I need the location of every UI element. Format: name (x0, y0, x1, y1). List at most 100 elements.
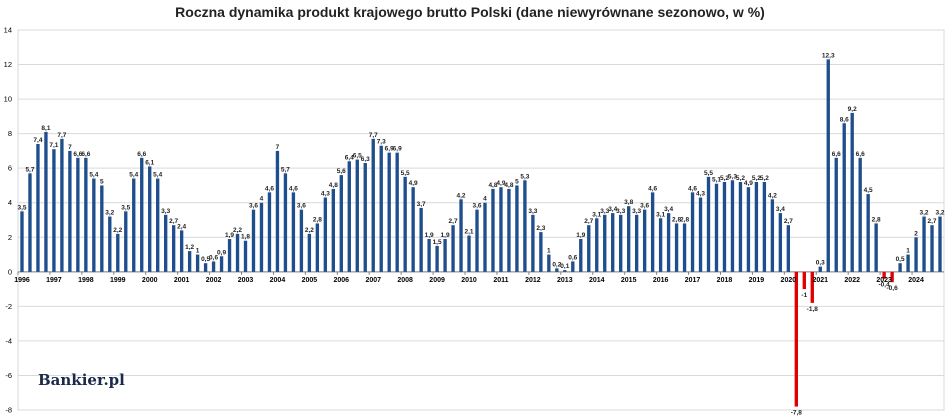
bar (44, 131, 48, 272)
y-tick-label: 14 (4, 26, 12, 35)
data-label: 5,2 (720, 175, 729, 182)
data-label: 5,3 (520, 173, 529, 180)
data-label: 3,4 (776, 206, 785, 213)
data-label: 7,1 (49, 142, 58, 149)
data-label: 2,2 (233, 227, 242, 234)
bar (291, 192, 296, 272)
bar (850, 112, 854, 272)
x-tick-label: 2024 (908, 277, 924, 284)
bar (219, 256, 224, 272)
data-label: 4,2 (768, 192, 777, 199)
x-tick-label: 2002 (206, 277, 222, 284)
bar (690, 192, 695, 272)
bar (20, 211, 24, 272)
bar (315, 223, 320, 272)
data-label: 1,9 (441, 232, 450, 239)
bar (164, 214, 168, 272)
x-tick-label: 2010 (461, 277, 477, 284)
data-label: 2,2 (305, 227, 314, 234)
data-label: 9,2 (848, 106, 857, 113)
bar (132, 178, 136, 272)
data-label: 4,2 (457, 192, 466, 199)
bar (571, 261, 575, 272)
bar (60, 138, 64, 272)
bar (682, 223, 687, 272)
data-label: 5,4 (89, 172, 98, 179)
data-label: 0,5 (201, 256, 210, 263)
data-label: 6,6 (832, 151, 841, 158)
data-label: 4,5 (864, 187, 873, 194)
data-label: 5,5 (704, 170, 713, 177)
bar (627, 206, 631, 272)
bar (195, 254, 200, 272)
x-tick-label: 2022 (844, 277, 860, 284)
data-label: 3,8 (624, 199, 633, 206)
data-label: 5,7 (281, 166, 290, 173)
bar (395, 152, 399, 272)
data-label: 2,7 (784, 218, 793, 225)
data-label: 1,9 (425, 232, 434, 239)
data-label: -0,4 (879, 282, 891, 289)
bar (930, 225, 934, 272)
data-label: 6,9 (385, 146, 394, 153)
data-label: 5,4 (153, 172, 162, 179)
data-label: 1 (547, 248, 551, 255)
bar (698, 197, 703, 272)
data-label: 5,4 (129, 172, 138, 179)
bar (379, 145, 383, 272)
data-label: 6,9 (393, 146, 402, 153)
bar (116, 233, 120, 272)
data-label: 3,6 (640, 203, 649, 210)
bar (587, 225, 591, 272)
chart-title: Roczna dynamika produkt krajowego brutto… (175, 4, 765, 20)
bar (267, 192, 272, 272)
bar (347, 161, 351, 272)
data-label: 1,9 (576, 232, 585, 239)
data-label: 8,1 (41, 125, 50, 132)
bar (858, 157, 862, 272)
data-label: 2 (914, 230, 918, 237)
bar (706, 176, 711, 272)
bar (874, 223, 878, 272)
data-label: 5,3 (728, 173, 737, 180)
x-tick-label: 2023 (876, 277, 892, 284)
data-label: 6,5 (353, 153, 362, 160)
data-label: 4,9 (409, 180, 418, 187)
bar (443, 239, 447, 272)
bar (251, 209, 256, 272)
bar (842, 123, 846, 272)
bar (323, 197, 328, 272)
data-label: 6,6 (137, 151, 146, 158)
bar (363, 163, 367, 272)
x-tick-label: 2005 (302, 277, 318, 284)
data-label: 4,8 (488, 182, 497, 189)
bar (211, 261, 216, 272)
data-label: -0,6 (887, 285, 899, 292)
data-label: 4,9 (744, 180, 753, 187)
data-label: 3,7 (417, 201, 426, 208)
data-label: 5 (515, 178, 519, 185)
bar (28, 173, 32, 272)
bar (746, 187, 751, 272)
data-label: 3,3 (600, 208, 609, 215)
data-label: 7 (68, 144, 72, 151)
bar (331, 188, 335, 272)
x-tick-label: 2015 (621, 277, 637, 284)
data-label: 3,5 (121, 204, 130, 211)
data-label: 1 (906, 248, 910, 255)
x-tick-label: 1999 (110, 277, 126, 284)
bar (898, 263, 902, 272)
y-tick-label: -6 (5, 371, 12, 380)
bar (642, 209, 647, 272)
bar (140, 157, 144, 272)
data-label: 3,3 (616, 208, 625, 215)
x-tick-label: 2021 (812, 277, 828, 284)
bar (595, 218, 599, 272)
bar (307, 233, 312, 272)
bar (235, 233, 240, 272)
data-label: 6,6 (856, 151, 865, 158)
data-label: -1,8 (807, 306, 819, 313)
data-label: 1,9 (225, 232, 234, 239)
bar (778, 213, 783, 272)
bar (403, 176, 407, 272)
